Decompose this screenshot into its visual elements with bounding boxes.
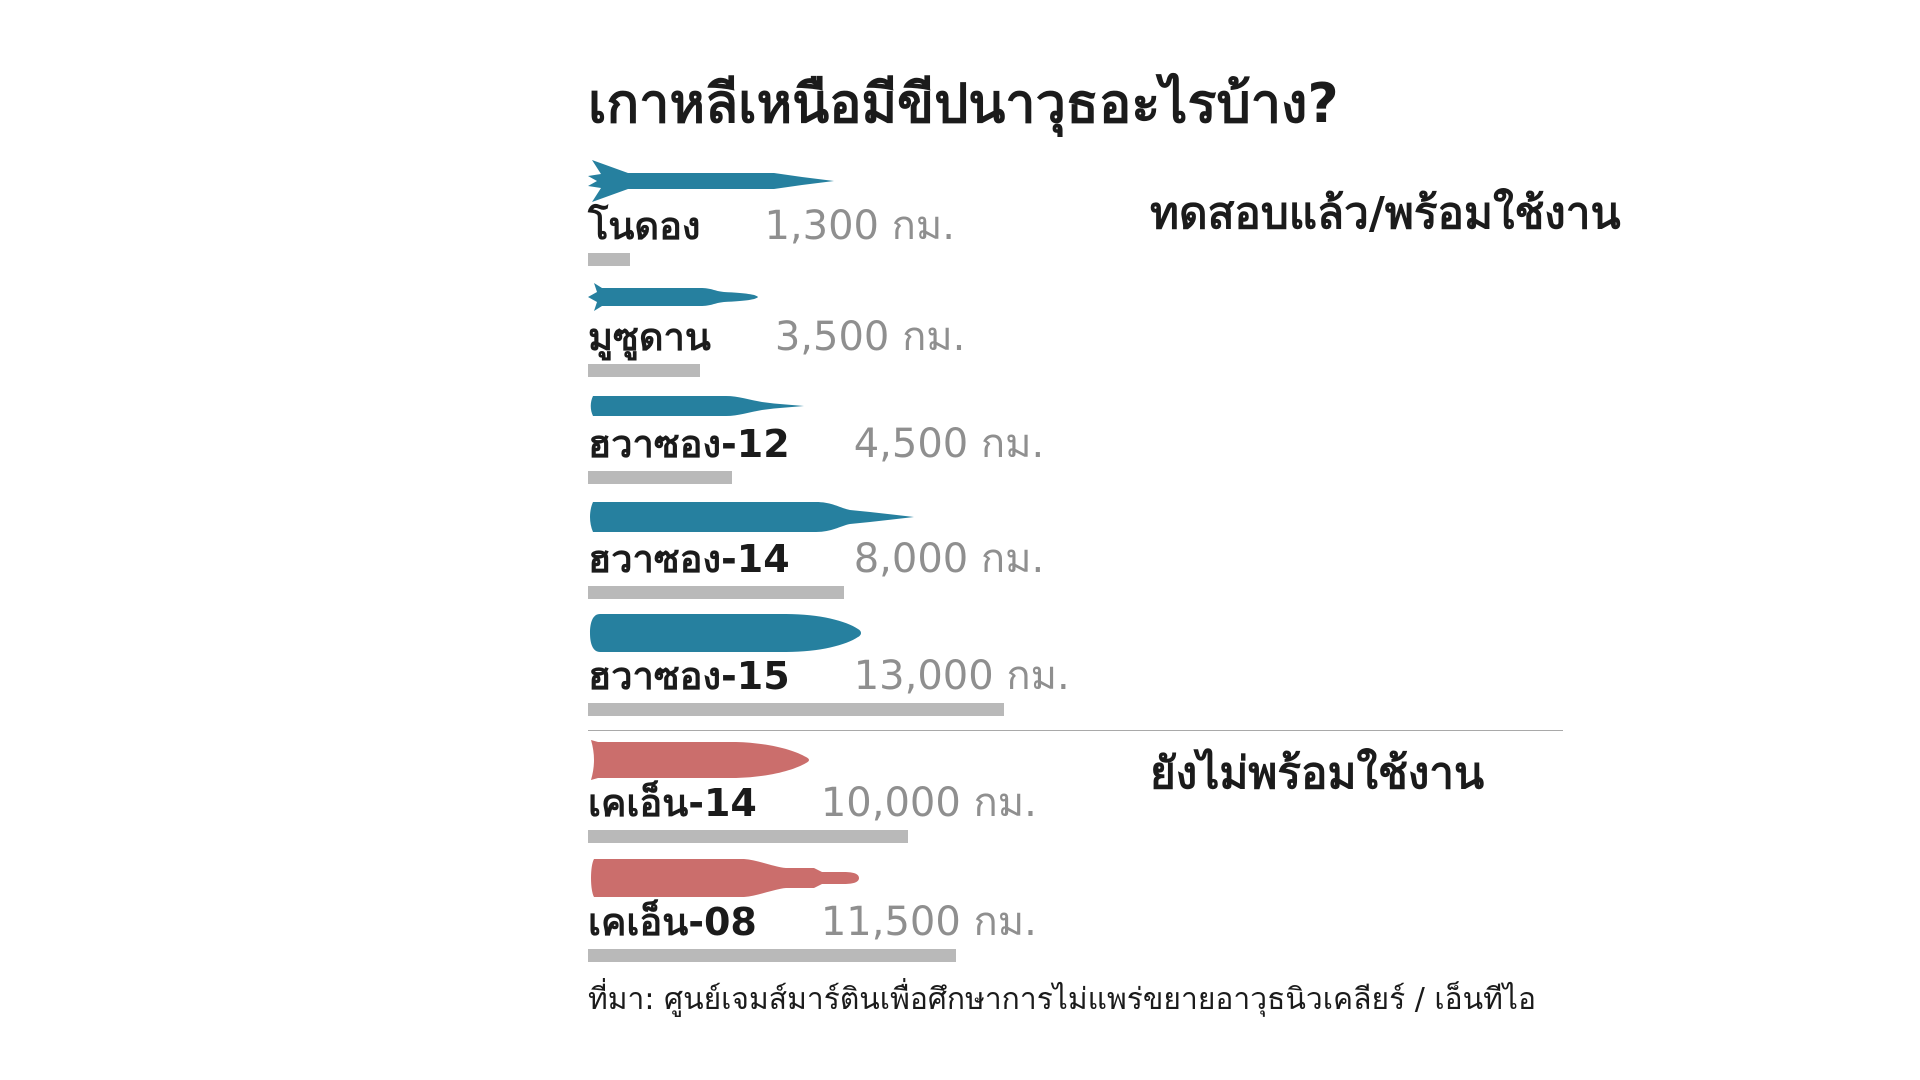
missile-rows: โนดอง 1,300 กม. มูซูดาน 3,500 กม. ฮวาซอง… <box>588 159 1688 962</box>
missile-label-line: ฮวาซอง-12 4,500 กม. <box>588 423 1688 465</box>
missile-row: ฮวาซอง-15 13,000 กม. <box>588 613 1688 716</box>
missile-shape-path <box>590 395 804 416</box>
missile-row: ฮวาซอง-12 4,500 กม. <box>588 391 1688 484</box>
missile-range-value: 8,000 กม. <box>853 535 1045 582</box>
section-divider <box>588 729 1563 731</box>
source-note: ที่มา: ศูนย์เจมส์มาร์ตินเพื่อศึกษาการไม่… <box>588 981 1537 1017</box>
chart-column: เกาหลีเหนือมีขีปนาวุธอะไรบ้าง? โนดอง 1,3… <box>588 72 1688 1023</box>
missile-label-line: เคเอ็น-14 10,000 กม. <box>588 782 1688 824</box>
missile-silhouette-icon <box>588 159 834 202</box>
range-bar <box>588 702 1004 716</box>
missile-name: ฮวาซอง-14 <box>588 536 790 581</box>
range-bar <box>588 585 844 599</box>
missile-range-value: 11,500 กม. <box>820 898 1037 945</box>
missile-name: ฮวาซอง-12 <box>588 421 790 466</box>
missile-label-line: เคเอ็น-08 11,500 กม. <box>588 901 1688 943</box>
missile-label-line: ฮวาซอง-15 13,000 กม. <box>588 655 1688 697</box>
missile-silhouette-icon <box>590 613 861 652</box>
missile-range-value: 1,300 กม. <box>764 202 955 249</box>
missile-label-line: ฮวาซอง-14 8,000 กม. <box>588 538 1688 580</box>
missile-silhouette-icon <box>588 282 758 311</box>
missile-range-value: 10,000 กม. <box>820 779 1037 826</box>
range-bar <box>588 470 732 484</box>
missile-name: เคเอ็น-14 <box>588 780 757 825</box>
missile-silhouette-icon <box>591 739 809 780</box>
missile-shape-path <box>588 282 758 311</box>
missile-silhouette-icon <box>590 395 804 416</box>
chart-title: เกาหลีเหนือมีขีปนาวุธอะไรบ้าง? <box>588 72 1339 135</box>
missile-row: โนดอง 1,300 กม. <box>588 159 1688 266</box>
missile-row: เคเอ็น-08 11,500 กม. <box>588 857 1688 962</box>
missile-silhouette-icon <box>591 858 859 897</box>
missile-row: เคเอ็น-14 10,000 กม. <box>588 739 1688 843</box>
missile-range-value: 4,500 กม. <box>853 420 1045 467</box>
missile-range-value: 13,000 กม. <box>853 652 1070 699</box>
missile-shape-path <box>590 613 861 652</box>
section-label-ready: ทดสอบแล้ว/พร้อมใช้งาน <box>1150 188 1621 239</box>
missile-row: มูซูดาน 3,500 กม. <box>588 280 1688 377</box>
section-label-not-ready: ยังไม่พร้อมใช้งาน <box>1150 748 1485 799</box>
missile-shape-path <box>591 739 809 780</box>
missile-name: โนดอง <box>588 203 701 248</box>
missile-silhouette-icon <box>590 501 914 532</box>
missile-name: ฮวาซอง-15 <box>588 653 790 698</box>
range-bar <box>588 252 630 266</box>
missile-range-value: 3,500 กม. <box>774 313 966 360</box>
missile-shape-path <box>590 501 914 532</box>
missile-name: มูซูดาน <box>588 314 711 359</box>
missile-shape-path <box>588 159 834 202</box>
range-bar <box>588 829 908 843</box>
missile-label-line: โนดอง 1,300 กม. <box>588 205 1688 247</box>
missile-name: เคเอ็น-08 <box>588 899 757 944</box>
range-bar <box>588 948 956 962</box>
range-bar <box>588 363 700 377</box>
missile-row: ฮวาซอง-14 8,000 กม. <box>588 498 1688 599</box>
missile-shape-path <box>591 858 859 897</box>
missile-label-line: มูซูดาน 3,500 กม. <box>588 316 1688 358</box>
